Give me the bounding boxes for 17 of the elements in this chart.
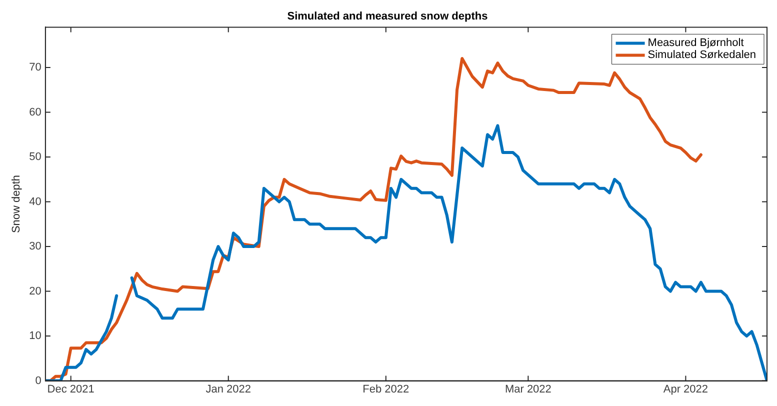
legend-label: Simulated Sørkedalen [648, 49, 756, 62]
y-tick-label: 30 [29, 240, 42, 253]
x-tick-label: Jan 2022 [206, 383, 251, 396]
x-tick-label: Apr 2022 [663, 383, 708, 396]
y-tick-label: 60 [29, 106, 42, 118]
x-tick-label: Mar 2022 [504, 383, 552, 396]
y-tick-label: 20 [29, 285, 42, 298]
y-tick-label: 10 [29, 330, 42, 342]
y-tick-label: 0 [35, 374, 42, 387]
y-axis-title: Snow depth [10, 174, 23, 234]
y-tick-label: 50 [29, 151, 42, 164]
y-tick-label: 70 [29, 62, 42, 74]
x-tick-label: Feb 2022 [362, 383, 410, 396]
x-tick-label: Dec 2021 [47, 383, 94, 396]
chart-title: Simulated and measured snow depths [287, 10, 488, 23]
legend-label: Measured Bjørnholt [648, 37, 744, 50]
y-tick-label: 40 [29, 196, 42, 208]
